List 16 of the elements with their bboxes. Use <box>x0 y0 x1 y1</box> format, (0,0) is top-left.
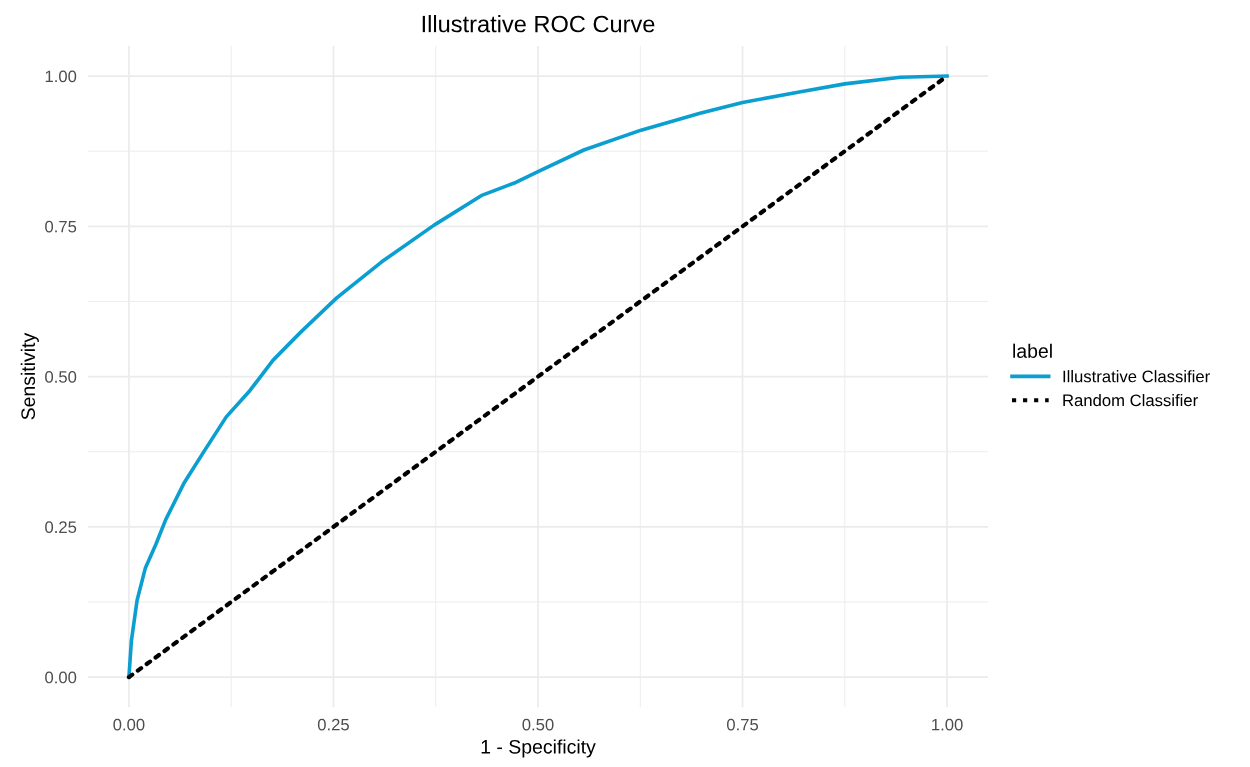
legend-label: Random Classifier <box>1063 393 1198 407</box>
x-tick-label: 1.00 <box>932 718 963 731</box>
y-tick-label: 1.00 <box>45 70 77 83</box>
y-tick-label: 0.25 <box>45 521 77 534</box>
legend-label: Illustrative Classifier <box>1063 370 1210 383</box>
y-tick-label: 0.75 <box>45 220 77 233</box>
x-tick-label: 0.25 <box>317 718 349 731</box>
legend-title: label <box>1013 343 1052 358</box>
y-axis-title: Sensitivity <box>20 332 39 420</box>
x-tick-label: 0.00 <box>113 718 145 731</box>
y-tick-label: 0.50 <box>45 371 77 383</box>
y-tick-label: 0.00 <box>45 671 77 684</box>
x-axis-title: 1 - Specificity <box>481 739 596 758</box>
x-tick-label: 0.50 <box>522 718 554 731</box>
x-tick-label: 0.75 <box>726 718 759 731</box>
chart-title: Illustrative ROC Curve <box>422 15 655 33</box>
